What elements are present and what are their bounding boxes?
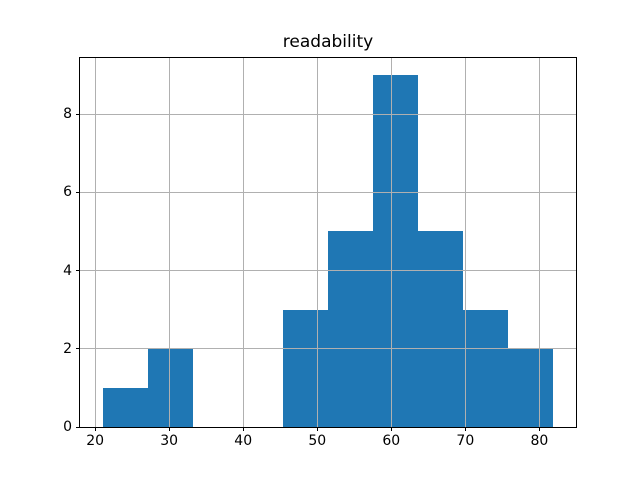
histogram-bar <box>508 348 554 427</box>
histogram-bar <box>418 231 464 427</box>
y-tick-label: 4 <box>63 262 72 279</box>
y-tick-label: 0 <box>63 419 72 435</box>
histogram-bar <box>147 348 193 427</box>
chart-title: readability <box>282 32 374 52</box>
y-tick-label: 8 <box>63 106 72 123</box>
x-tick-label: 60 <box>382 433 401 449</box>
histogram-bar <box>463 309 509 427</box>
y-tick-mark <box>76 426 80 428</box>
gridline-vertical <box>94 57 96 427</box>
gridline-vertical <box>242 57 244 427</box>
y-tick-mark <box>76 191 80 193</box>
x-tick-label: 40 <box>234 433 253 449</box>
x-tick-mark <box>464 427 466 431</box>
y-tick-mark <box>76 113 80 115</box>
x-tick-mark <box>168 427 170 431</box>
x-tick-label: 50 <box>308 433 327 449</box>
x-tick-mark <box>316 427 318 431</box>
plot-area <box>79 56 577 428</box>
histogram-bar <box>328 231 374 427</box>
y-tick-mark <box>76 270 80 272</box>
x-tick-label: 70 <box>456 433 475 449</box>
y-tick-label: 6 <box>63 184 72 201</box>
y-tick-label: 2 <box>63 340 72 357</box>
x-tick-mark <box>390 427 392 431</box>
gridline-horizontal <box>80 191 576 193</box>
x-tick-mark <box>538 427 540 431</box>
x-tick-label: 30 <box>160 433 179 449</box>
y-tick-mark <box>76 348 80 350</box>
x-tick-mark <box>242 427 244 431</box>
histogram-bar <box>102 387 148 427</box>
x-tick-mark <box>94 427 96 431</box>
x-tick-label: 20 <box>86 433 105 449</box>
gridline-horizontal <box>80 113 576 115</box>
x-tick-label: 80 <box>530 433 549 449</box>
histogram-bar <box>373 75 419 427</box>
histogram-bar <box>282 309 328 427</box>
